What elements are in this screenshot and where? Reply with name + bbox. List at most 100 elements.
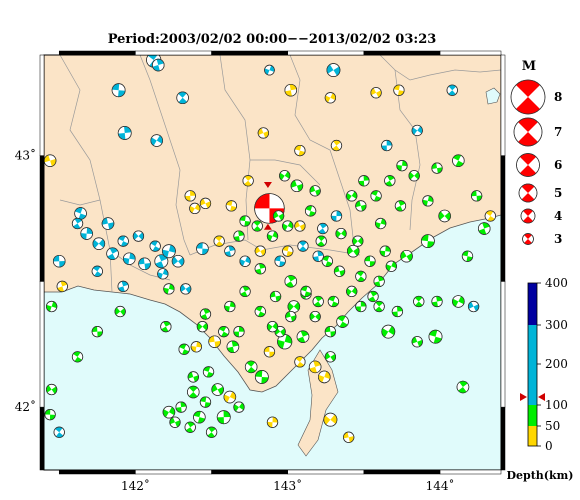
focal-mechanism	[149, 240, 161, 252]
magnitude-legend-ball-quadrant	[519, 153, 537, 165]
frame-tick-segment	[135, 50, 212, 56]
focal-mechanism-quadrant	[214, 340, 221, 348]
focal-mechanism	[189, 202, 201, 215]
focal-mechanism-quadrant	[309, 312, 316, 321]
focal-mechanism-quadrant	[238, 326, 245, 332]
focal-mechanism	[484, 210, 496, 222]
magnitude-legend-ball	[520, 208, 536, 224]
focal-mechanism	[333, 265, 346, 277]
focal-mechanism-quadrant	[476, 195, 482, 202]
focal-mechanism	[336, 315, 349, 328]
focal-mechanism	[184, 421, 196, 433]
focal-mechanism-outline	[150, 134, 163, 147]
focal-mechanism	[266, 230, 279, 242]
magnitude-legend: M 8 7 6 5 4 3	[510, 59, 562, 246]
magnitude-legend-ball-quadrant	[524, 233, 532, 239]
frame-tick-segment	[500, 281, 506, 408]
focal-mechanism-outline	[160, 321, 172, 333]
focal-mechanism-quadrant	[189, 386, 198, 393]
focal-mechanism-quadrant	[162, 409, 169, 418]
focal-mechanism-quadrant	[284, 171, 290, 179]
focal-mechanism	[184, 190, 196, 202]
focal-mechanism-quadrant	[385, 180, 393, 187]
focal-mechanism	[284, 275, 298, 288]
focal-mechanism-outline	[117, 126, 132, 140]
focal-mechanism-quadrant	[244, 175, 253, 181]
focal-mechanism-outline	[296, 330, 310, 343]
depth-band	[528, 325, 537, 405]
focal-mechanism-quadrant	[317, 235, 326, 242]
focal-mechanism-quadrant	[346, 192, 352, 201]
focal-mechanism-outline	[352, 235, 364, 247]
focal-mechanism-outline	[199, 396, 212, 408]
focal-mechanism-quadrant	[138, 257, 145, 265]
map-frame: 142˚ 143˚ 144˚ 43˚ 42˚	[15, 50, 506, 493]
focal-mechanism	[279, 170, 291, 182]
focal-mechanism-quadrant	[379, 250, 386, 257]
focal-mechanism-quadrant	[317, 241, 325, 247]
focal-mechanism-quadrant	[200, 396, 207, 403]
focal-mechanism	[379, 245, 391, 257]
focal-mechanism-quadrant	[336, 210, 342, 217]
focal-mechanism	[151, 58, 165, 72]
focal-mechanism-outline	[92, 237, 106, 250]
focal-mechanism-outline	[373, 300, 385, 313]
focal-mechanism-quadrant	[215, 241, 224, 247]
focal-mechanism-outline	[297, 240, 309, 252]
focal-mechanism-outline	[411, 124, 423, 137]
focal-mechanism	[106, 247, 119, 260]
mainshock-marker-icon	[263, 182, 272, 189]
focal-mechanism-outline	[149, 240, 161, 252]
focal-mechanism	[162, 244, 176, 259]
focal-mechanism-quadrant	[299, 246, 307, 252]
focal-mechanism-outline	[323, 412, 338, 427]
focal-mechanism	[400, 249, 413, 263]
focal-mechanism	[162, 405, 176, 419]
focal-mechanism	[224, 245, 236, 257]
focal-mechanism-quadrant	[387, 175, 395, 181]
depth-bar-outline	[527, 282, 538, 447]
focal-mechanism-quadrant	[448, 84, 457, 91]
frame-tick-segment	[500, 406, 506, 471]
focal-mechanism	[446, 84, 458, 96]
focal-mechanism-outline	[190, 341, 202, 353]
focal-mechanism-quadrant	[415, 301, 423, 307]
axis-labels: 142˚ 143˚ 144˚ 43˚ 42˚	[15, 148, 455, 493]
focal-mechanism-quadrant	[185, 285, 191, 294]
focal-mechanism	[285, 310, 297, 323]
frame-tick-segment	[135, 469, 212, 475]
focal-mechanism	[282, 220, 294, 232]
focal-mechanism-outline	[151, 58, 165, 72]
focal-mechanism-outline	[411, 336, 423, 348]
focal-mechanism	[327, 295, 340, 308]
focal-mechanism-outline	[324, 326, 337, 338]
focal-mechanism-quadrant	[431, 162, 438, 170]
focal-mechanism-quadrant	[270, 291, 276, 298]
focal-mechanism	[53, 426, 65, 438]
focal-mechanism-outline	[266, 321, 279, 333]
focal-mechanism	[56, 280, 68, 293]
focal-mechanism-outline	[431, 295, 443, 308]
focal-mechanism-quadrant	[341, 229, 347, 237]
focal-mechanism-outline	[211, 383, 224, 396]
focal-mechanism-quadrant	[114, 307, 121, 315]
focal-mechanism-outline	[199, 197, 212, 210]
focal-mechanism	[251, 220, 263, 232]
focal-mechanism-quadrant	[102, 217, 108, 225]
focal-mechanism	[171, 254, 185, 268]
focal-mechanism-outline	[52, 254, 66, 268]
depth-tick-label: 400	[545, 276, 568, 290]
focal-mechanism-quadrant	[92, 326, 98, 332]
focal-mechanism-outline	[300, 285, 312, 298]
focal-mechanism-outline	[138, 257, 151, 271]
depth-tick-label: 50	[545, 419, 560, 433]
focal-mechanism-outline	[318, 370, 331, 384]
focal-mechanism	[477, 222, 491, 235]
focal-mechanism-quadrant	[163, 321, 171, 327]
focal-mechanism-quadrant	[238, 230, 245, 237]
focal-mechanism-outline	[477, 222, 491, 235]
focal-mechanism	[431, 162, 443, 174]
focal-mechanism-outline	[285, 310, 297, 323]
focal-mechanism-outline	[154, 254, 169, 269]
focal-mechanism-outline	[169, 416, 181, 428]
